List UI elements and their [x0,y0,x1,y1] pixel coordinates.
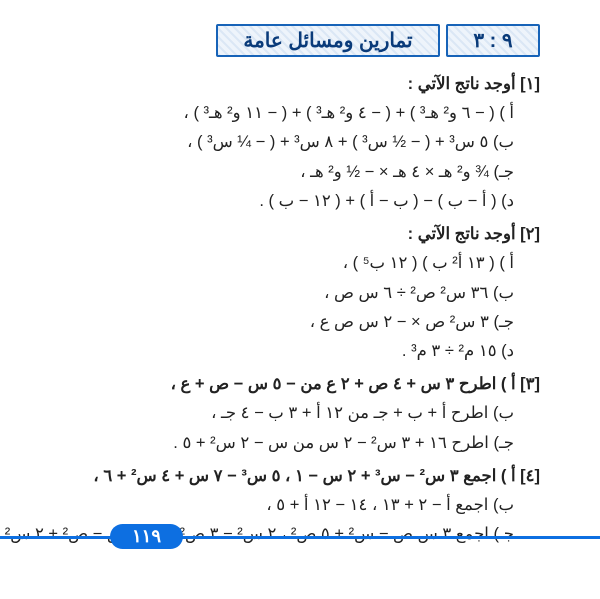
section-number: ٩ : ٣ [446,24,540,57]
ex1-d: د) ( أ − ب ) − ( ب − أ ) + ( ١٢ − ب ) . [60,188,540,215]
exercise-body: [١] أوجد ناتج الآتي : أ ) ( − ٦ و² هـ³ )… [60,71,540,549]
ex3-prompt: [٣] أ ) اطرح ٣ س + ٤ ص + ٢ ع من − ٥ س − … [60,371,540,398]
ex2-prompt: [٢] أوجد ناتج الآتي : [60,221,540,248]
ex1-a: أ ) ( − ٦ و² هـ³ ) + ( − ٤ و² هـ³ ) + ( … [60,100,540,127]
ex3-b: ب) اطرح أ + ب + جـ من ١٢ أ + ٣ ب − ٤ جـ … [60,400,540,427]
section-header: ٩ : ٣ تمارين ومسائل عامة [60,24,540,57]
page-number-badge: ١١٩ [110,524,183,549]
ex1-b: ب) ٥ س³ + ( − ½ س³ ) + ٨ س³ + ( − ¼ س³ )… [60,129,540,156]
footer-rule [0,536,600,539]
ex2-b: ب) ٣٦ س² ص² ÷ ٦ س ص ، [60,280,540,307]
ex4-b: ب) اجمع أ − ٢ + ١٣ ، ١٤ − ١٢ أ + ٥ ، [60,492,540,519]
ex2-c: جـ) ٣ س² ص × − ٢ س ص ع ، [60,309,540,336]
ex4-prompt: [٤] أ ) اجمع ٣ س² − س³ + ٢ س − ١ ، ٥ س³ … [60,463,540,490]
section-title: تمارين ومسائل عامة [216,24,440,57]
ex3-c: جـ) اطرح ١٦ + ٣ س² − ٢ س من س − ٢ س² + ٥… [60,430,540,457]
ex2-d: د) ١٥ م² ÷ ٣ م³ . [60,338,540,365]
ex2-a: أ ) ( ١٣ أ² ب ) ( ١٢ ب⁵ ) ، [60,250,540,277]
ex1-prompt: [١] أوجد ناتج الآتي : [60,71,540,98]
ex1-c: جـ) ¾ و² هـ × ٤ هـ × − ½ و² هـ ، [60,159,540,186]
